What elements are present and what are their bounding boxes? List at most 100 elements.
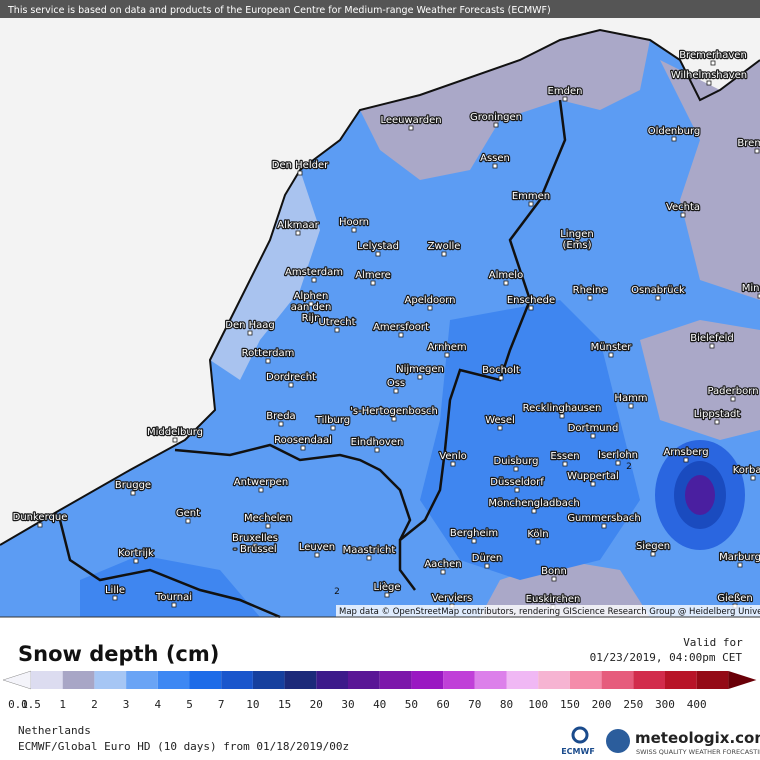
legend-swatch: [221, 671, 253, 689]
city-dot: [391, 416, 397, 422]
city-label: Dunkerque: [13, 512, 68, 523]
dark-area: [80, 555, 260, 617]
city-dot: [590, 481, 596, 487]
city-dot: [497, 425, 503, 431]
city-dot: [444, 352, 450, 358]
legend-level: 3: [123, 698, 130, 711]
city-dot: [295, 230, 301, 236]
city-dot: [278, 421, 284, 427]
legend-level: 70: [468, 698, 481, 711]
city-label: Iserlohn: [598, 450, 638, 461]
city-label: Enschede: [507, 295, 555, 306]
legend-level: 4: [154, 698, 161, 711]
city-label: Osnabrück: [631, 285, 685, 296]
city-dot: [171, 602, 177, 608]
city-dot: [484, 563, 490, 569]
legend-swatch: [696, 671, 729, 689]
city-label: Leeuwarden: [380, 115, 441, 126]
city-label: Emmen: [512, 191, 550, 202]
city-dot: [754, 148, 760, 154]
city-label: Euskirchen: [526, 594, 581, 605]
valid-label: Valid for: [683, 636, 743, 649]
city-dot: [513, 466, 519, 472]
city-dot: [185, 518, 191, 524]
city-label: Roosendaal: [274, 435, 332, 446]
city-label: Bocholt: [482, 365, 520, 376]
legend-level: 0.1: [8, 698, 28, 711]
city-dot: [252, 543, 258, 549]
city-label: Alphen: [294, 291, 329, 302]
city-dot: [709, 343, 715, 349]
attribution-box: [336, 605, 760, 617]
header-notice: This service is based on data and produc…: [7, 5, 551, 16]
city-dot: [374, 447, 380, 453]
legend-level: 50: [405, 698, 418, 711]
legend-level: 0.5: [21, 698, 41, 711]
city-label: Duisburg: [494, 456, 539, 467]
city-dot: [714, 419, 720, 425]
legend-level: 1: [59, 698, 66, 711]
legend-level: 300: [655, 698, 675, 711]
city-label: Rheine: [573, 285, 608, 296]
city-label: Korbach: [733, 465, 760, 476]
city-label: Lille: [105, 585, 125, 596]
valid-datetime: 01/23/2019, 04:00pm CET: [590, 651, 743, 664]
city-dot: [370, 280, 376, 286]
city-dot: [655, 295, 661, 301]
legend-level: 100: [528, 698, 548, 711]
dark-area: [420, 300, 640, 580]
city-label: Verviers: [432, 593, 473, 604]
city-label: Arnsberg: [663, 447, 708, 458]
city-label: Emden: [548, 86, 583, 97]
city-dot: [297, 170, 303, 176]
city-label: Breda: [266, 411, 295, 422]
legend-swatch: [601, 671, 634, 689]
legend: 0.10.5 1 2 3 4 5 7 10 15 20 30 40 50 60 70 80 100 150 200 2…: [2, 670, 757, 711]
border: [174, 443, 412, 541]
city-label: Gummersbach: [567, 513, 640, 524]
contour-label: 2: [626, 462, 632, 472]
city-dot: [398, 332, 404, 338]
city-label: Essen: [550, 451, 579, 462]
city-label: Dordrecht: [266, 372, 316, 383]
city-label: Amersfoort: [373, 322, 429, 333]
city-dot: [574, 239, 580, 245]
legend-swatch: [474, 671, 507, 689]
header-bar: [0, 0, 760, 18]
meteologix-logo: [606, 729, 630, 753]
city-label: Assen: [480, 153, 510, 164]
city-label: Brugge: [115, 480, 151, 491]
legend-level: 10: [246, 698, 259, 711]
city-dot: [683, 457, 689, 463]
peak-area: [685, 475, 715, 515]
city-label: Venlo: [439, 451, 466, 462]
legend-swatch: [126, 671, 158, 689]
city-dot: [498, 375, 504, 381]
city-label: Liège: [373, 581, 400, 593]
city-label: Mönchengladbach: [488, 498, 579, 509]
city-label: Kortrijk: [118, 548, 154, 559]
legend-level: 20: [310, 698, 323, 711]
city-label: (Ems): [562, 240, 591, 251]
city-dot: [710, 60, 716, 66]
city-dot: [531, 508, 537, 514]
city-dot: [393, 388, 399, 394]
city-label: Vechta: [666, 202, 700, 213]
legend-swatch: [157, 671, 190, 689]
brand: meteologix.com: [635, 729, 760, 747]
city-label: Hamm: [614, 393, 647, 404]
city-dot: [680, 212, 686, 218]
legend-swatch: [506, 671, 539, 689]
city-dot: [493, 122, 499, 128]
city-label: Düren: [472, 553, 502, 564]
city-label: Gießen: [717, 593, 752, 604]
city-label: Lelystad: [357, 241, 399, 252]
legend-swatch: [31, 671, 63, 689]
city-label: Gent: [176, 508, 200, 519]
legend-swatch: [94, 671, 127, 689]
city-dot: [37, 522, 43, 528]
city-dot: [314, 552, 320, 558]
city-label: Lingen: [560, 229, 594, 240]
city-label: Münster: [591, 342, 633, 353]
legend-level: 2: [91, 698, 98, 711]
